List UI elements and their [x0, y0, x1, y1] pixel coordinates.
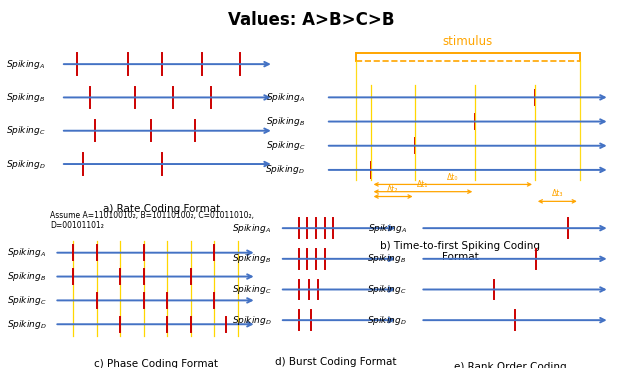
Text: $\mathit{Spiking}_{D}$: $\mathit{Spiking}_{D}$: [367, 314, 407, 327]
Text: $\mathit{Spiking}_{D}$: $\mathit{Spiking}_{D}$: [6, 158, 45, 170]
Text: $\mathit{Spiking}_{C}$: $\mathit{Spiking}_{C}$: [266, 139, 305, 152]
Text: $\mathit{Spiking}_{B}$: $\mathit{Spiking}_{B}$: [232, 252, 271, 265]
Text: $\mathit{Spiking}_{D}$: $\mathit{Spiking}_{D}$: [231, 314, 271, 327]
Text: $\mathit{Spiking}_{B}$: $\mathit{Spiking}_{B}$: [6, 91, 45, 104]
Text: stimulus: stimulus: [443, 35, 493, 48]
Text: $\mathit{Spiking}_{D}$: $\mathit{Spiking}_{D}$: [266, 163, 305, 176]
Text: $\mathit{Spiking}_{A}$: $\mathit{Spiking}_{A}$: [7, 246, 46, 259]
Text: a) Rate Coding Format: a) Rate Coding Format: [103, 204, 220, 213]
Text: $\mathit{Spiking}_{C}$: $\mathit{Spiking}_{C}$: [7, 294, 46, 307]
Text: Δt₂: Δt₂: [388, 185, 399, 194]
Text: $\mathit{Spiking}_{C}$: $\mathit{Spiking}_{C}$: [367, 283, 407, 296]
Text: d) Burst Coding Format: d) Burst Coding Format: [275, 357, 397, 367]
Text: $\mathit{Spiking}_{B}$: $\mathit{Spiking}_{B}$: [266, 115, 305, 128]
Text: $\mathit{Spiking}_{D}$: $\mathit{Spiking}_{D}$: [7, 318, 46, 331]
Text: $\mathit{Spiking}_{A}$: $\mathit{Spiking}_{A}$: [368, 222, 407, 235]
Text: Values: A>B>C>B: Values: A>B>C>B: [228, 11, 394, 29]
Text: b) Time-to-first Spiking Coding
Format: b) Time-to-first Spiking Coding Format: [380, 241, 541, 262]
Text: Δt₁: Δt₁: [417, 180, 429, 189]
Text: Assume A=11010010₂, B=10110100₂, C=01011010₂,
D=00101101₂: Assume A=11010010₂, B=10110100₂, C=01011…: [50, 211, 254, 230]
Text: $\mathit{Spiking}_{B}$: $\mathit{Spiking}_{B}$: [7, 270, 46, 283]
Text: $\mathit{Spiking}_{A}$: $\mathit{Spiking}_{A}$: [232, 222, 271, 235]
Text: $\mathit{Spiking}_{C}$: $\mathit{Spiking}_{C}$: [6, 124, 45, 137]
Text: e) Rank Order Coding
Format: e) Rank Order Coding Format: [453, 362, 567, 368]
Text: $\mathit{Spiking}_{A}$: $\mathit{Spiking}_{A}$: [266, 91, 305, 104]
Text: c) Phase Coding Format: c) Phase Coding Format: [93, 359, 218, 368]
Text: Δt₃: Δt₃: [552, 190, 563, 198]
Text: $\mathit{Spiking}_{C}$: $\mathit{Spiking}_{C}$: [232, 283, 271, 296]
Text: $\mathit{Spiking}_{A}$: $\mathit{Spiking}_{A}$: [6, 58, 45, 71]
Text: Δt₀: Δt₀: [447, 173, 458, 181]
Text: $\mathit{Spiking}_{B}$: $\mathit{Spiking}_{B}$: [368, 252, 407, 265]
